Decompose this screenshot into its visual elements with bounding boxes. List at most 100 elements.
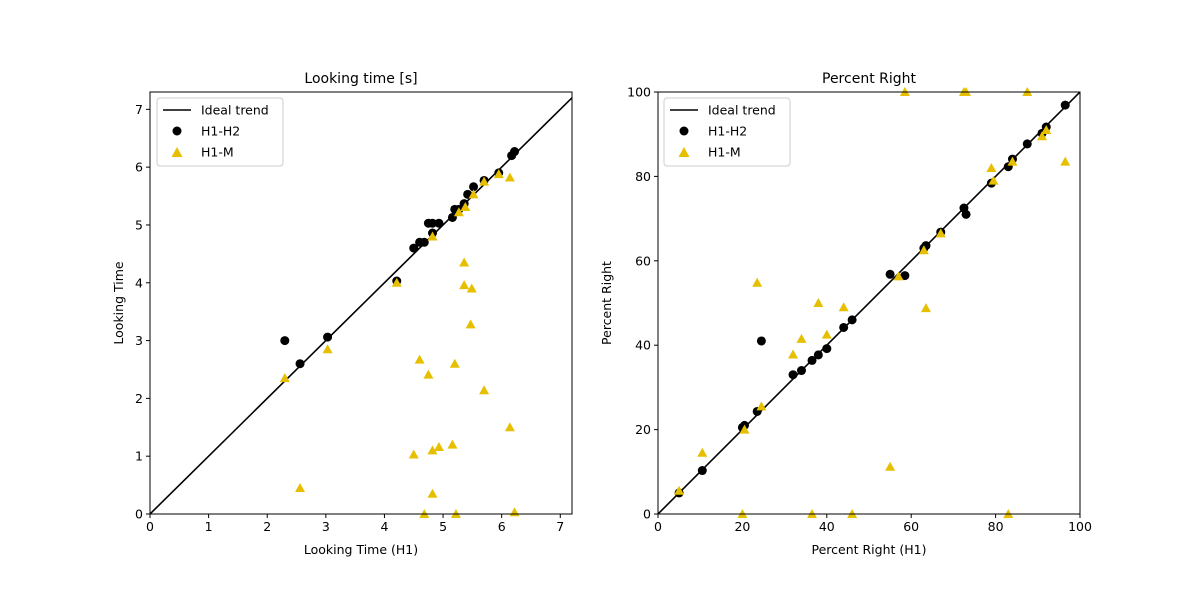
percent-right-marks — [658, 87, 1080, 518]
percent-right-panel: Percent Right Percent Right (H1) Percent… — [599, 71, 1092, 557]
percent-right-h1-m-point — [796, 333, 807, 343]
looking-time-h1-h2-point — [469, 182, 479, 192]
percent-right-legend-h1-h2: H1-H2 — [708, 124, 747, 139]
looking-time-legend-h1-h2: H1-H2 — [201, 124, 240, 139]
percent-right-h1-h2-point — [788, 370, 798, 380]
looking-time-h1-m-point — [391, 277, 402, 287]
looking-time-h1-m-point — [466, 283, 477, 293]
looking-time-h1-m-point — [460, 202, 471, 212]
looking-time-y-tick-label: 7 — [135, 102, 143, 117]
percent-right-h1-h2-point — [796, 366, 806, 376]
percent-right-legend-box — [663, 97, 791, 167]
looking-time-x-tick-label: 6 — [498, 519, 506, 534]
percent-right-h1-m-point — [1060, 156, 1071, 166]
looking-time-h1-h2-point — [419, 237, 429, 247]
percent-right-x-axis-label: Percent Right (H1) — [811, 542, 926, 557]
percent-right-x-tick-label: 20 — [734, 519, 750, 534]
percent-right-legend-ideal-trend: Ideal trend — [708, 103, 776, 118]
percent-right-h1-m-point — [697, 447, 708, 457]
looking-time-legend: Ideal trend H1-H2 H1-M — [156, 97, 284, 167]
looking-time-h1-m-point — [279, 373, 290, 383]
looking-time-h1-m-point — [408, 449, 419, 459]
percent-right-x-tick-label: 40 — [819, 519, 835, 534]
percent-right-plot-area: 0 20 40 60 80 100 0 20 40 60 80 100 — [627, 85, 1092, 535]
looking-time-h1-m-point — [423, 369, 434, 379]
looking-time-ideal-trend-line — [150, 97, 572, 514]
percent-right-x-tick-label: 0 — [654, 519, 662, 534]
looking-time-h1-m-point — [433, 441, 444, 451]
percent-right-h1-h2-point — [813, 350, 823, 360]
percent-right-h1-m-point — [752, 277, 763, 287]
looking-time-panel: Looking time [s] Looking Time (H1) Looki… — [111, 71, 573, 557]
looking-time-chart-title: Looking time [s] — [304, 71, 417, 87]
looking-time-h1-h2-point — [434, 218, 444, 228]
percent-right-y-axis-label: Percent Right — [599, 261, 614, 345]
looking-time-h1-m-point — [504, 172, 515, 182]
looking-time-legend-h1-m: H1-M — [201, 145, 234, 160]
percent-right-h1-m-point — [1037, 131, 1048, 141]
percent-right-y-tick-label: 40 — [635, 338, 651, 353]
percent-right-h1-m-point — [813, 298, 824, 307]
looking-time-h1-m-point — [459, 280, 470, 290]
percent-right-h1-m-point — [674, 485, 685, 495]
looking-time-h1-m-point — [459, 257, 470, 267]
percent-right-h1-m-point — [788, 349, 799, 359]
percent-right-h1-h2-point — [839, 322, 849, 332]
percent-right-y-tick-label: 20 — [635, 422, 651, 437]
looking-time-legend-box — [156, 97, 284, 167]
percent-right-h1-m-point — [885, 461, 896, 471]
percent-right-legend-h1-m: H1-M — [708, 145, 741, 160]
looking-time-h1-m-point — [427, 445, 438, 455]
percent-right-y-tick-label: 80 — [635, 169, 651, 184]
percent-right-legend: Ideal trend H1-H2 H1-M — [663, 97, 791, 167]
looking-time-h1-m-point — [447, 439, 458, 449]
percent-right-h1-h2-point — [822, 344, 832, 354]
looking-time-x-tick-label: 2 — [263, 519, 271, 534]
percent-right-h1-h2-point — [756, 336, 766, 346]
percent-right-h1-m-point — [756, 401, 767, 411]
percent-right-h1-h2-point — [807, 355, 817, 365]
looking-time-h1-m-point — [453, 207, 464, 217]
looking-time-h1-h2-point — [323, 332, 333, 342]
looking-time-legend-triangle-swatch — [171, 147, 183, 157]
looking-time-h1-m-point — [493, 169, 504, 179]
looking-time-y-tick-label: 1 — [135, 449, 143, 464]
percent-right-chart-title: Percent Right — [822, 71, 917, 87]
looking-time-h1-m-point — [449, 358, 460, 368]
looking-time-h1-h2-point — [428, 218, 438, 228]
percent-right-h1-m-point — [918, 245, 929, 255]
percent-right-h1-m-point — [821, 329, 832, 339]
percent-right-h1-h2-point — [1022, 139, 1032, 149]
looking-time-x-tick-label: 4 — [380, 519, 388, 534]
percent-right-h1-h2-point — [697, 466, 707, 476]
looking-time-h1-m-point — [427, 231, 438, 241]
looking-time-plot-area: 0 1 2 3 4 5 6 7 0 1 2 3 4 5 6 7 — [135, 91, 573, 534]
looking-time-h1-m-point — [414, 354, 425, 364]
looking-time-axes-frame — [149, 91, 573, 515]
looking-time-h1-m-point — [468, 189, 479, 199]
looking-time-marks — [150, 97, 572, 518]
percent-right-legend-circle-swatch — [679, 126, 689, 136]
percent-right-y-tick-label: 60 — [635, 253, 651, 268]
percent-right-h1-m-point — [986, 162, 997, 172]
looking-time-h1-m-point — [427, 488, 438, 498]
looking-time-y-tick-label: 3 — [135, 333, 143, 348]
looking-time-x-tick-label: 1 — [205, 519, 213, 534]
looking-time-y-tick-label: 5 — [135, 217, 143, 232]
looking-time-h1-m-point — [465, 319, 476, 329]
looking-time-legend-circle-swatch — [172, 126, 182, 136]
looking-time-h1-h2-point — [510, 147, 520, 157]
percent-right-h1-h2-point — [961, 209, 971, 219]
percent-right-h1-m-point — [920, 303, 931, 313]
percent-right-axes-frame — [657, 91, 1081, 515]
looking-time-h1-h2-point — [280, 336, 290, 346]
looking-time-x-axis-label: Looking Time (H1) — [304, 542, 418, 557]
looking-time-h1-m-point — [504, 422, 515, 432]
percent-right-h1-m-point — [1041, 124, 1052, 134]
percent-right-h1-h2-point — [1060, 100, 1070, 110]
looking-time-x-tick-label: 7 — [556, 519, 564, 534]
looking-time-h1-m-point — [322, 344, 333, 354]
percent-right-x-tick-label: 100 — [1068, 519, 1092, 534]
looking-time-x-tick-label: 3 — [322, 519, 330, 534]
